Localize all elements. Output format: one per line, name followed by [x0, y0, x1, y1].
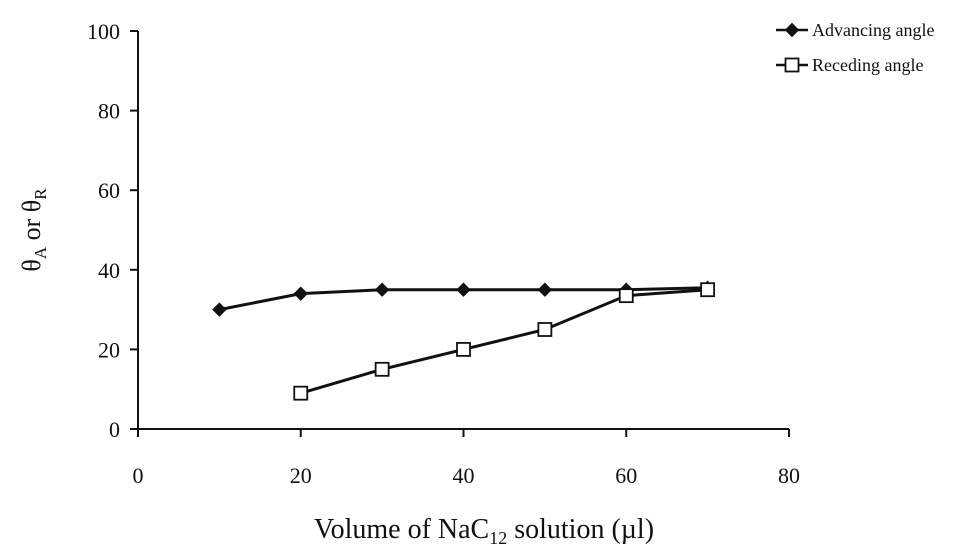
data-point [456, 341, 471, 357]
data-point [537, 322, 553, 337]
data-point [456, 282, 471, 297]
y-tick-label: 40 [98, 258, 120, 283]
y-tick-label: 80 [98, 99, 120, 124]
data-point [374, 361, 390, 377]
x-tick-label: 80 [778, 463, 800, 488]
axes [130, 30, 790, 437]
data-point [537, 282, 553, 297]
data-point [618, 288, 634, 304]
data-point [700, 282, 716, 298]
y-axis-title: θA or θR [17, 188, 50, 272]
series-receding-angle [293, 282, 716, 401]
series-line [300, 288, 708, 395]
data-point [293, 286, 308, 301]
legend-label: Receding angle [812, 55, 923, 75]
x-tick-label: 0 [133, 463, 144, 488]
legend-marker [784, 22, 800, 38]
series-layer [212, 280, 716, 401]
legend: Advancing angle Receding angle [776, 20, 934, 75]
data-point [212, 302, 227, 317]
y-tick-label: 60 [98, 178, 120, 203]
y-tick-label: 100 [87, 19, 120, 44]
y-tick-label: 0 [109, 417, 120, 442]
x-axis-title: Volume of NaC12 solution (µl) [314, 514, 654, 547]
x-tick-label: 40 [453, 463, 475, 488]
legend-marker [784, 57, 800, 73]
tick-labels: 0 20 40 60 80 100 0 20 40 60 80 [87, 19, 800, 488]
y-tick-label: 20 [98, 337, 120, 362]
x-tick-label: 60 [615, 463, 637, 488]
legend-label: Advancing angle [812, 20, 934, 40]
series-advancing-angle [212, 280, 715, 317]
data-point [374, 282, 390, 297]
x-tick-label: 20 [290, 463, 312, 488]
data-point [293, 385, 309, 401]
